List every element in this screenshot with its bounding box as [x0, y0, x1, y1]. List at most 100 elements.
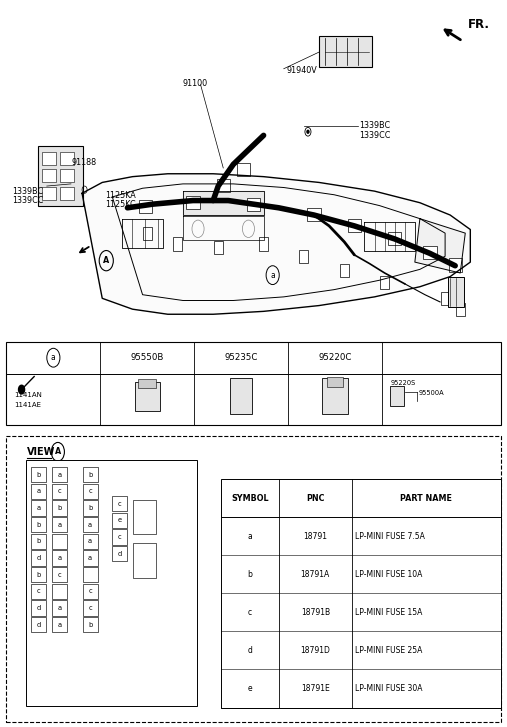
Bar: [322, 378, 348, 414]
Bar: [448, 276, 464, 307]
Text: 1339CC: 1339CC: [359, 131, 391, 140]
Bar: [52, 517, 67, 532]
Text: LP-MINI FUSE 7.5A: LP-MINI FUSE 7.5A: [355, 532, 425, 541]
Bar: [7, 342, 500, 425]
Bar: [83, 550, 98, 566]
Bar: [38, 146, 83, 206]
Text: a: a: [88, 522, 92, 528]
Text: a: a: [51, 353, 56, 362]
Text: b: b: [37, 472, 41, 478]
Bar: [300, 250, 308, 263]
Bar: [112, 529, 127, 545]
Bar: [42, 152, 56, 165]
Text: A: A: [103, 256, 110, 265]
Text: 1125KC: 1125KC: [105, 201, 135, 209]
Text: b: b: [37, 538, 41, 545]
Bar: [389, 386, 404, 406]
Text: LP-MINI FUSE 10A: LP-MINI FUSE 10A: [355, 570, 422, 579]
Text: VIEW: VIEW: [26, 447, 55, 457]
Text: b: b: [88, 505, 92, 511]
Text: c: c: [88, 605, 92, 611]
Bar: [52, 483, 67, 499]
Bar: [135, 382, 160, 411]
Bar: [52, 467, 67, 482]
Text: b: b: [37, 522, 41, 528]
Text: 91100: 91100: [183, 79, 208, 88]
Bar: [328, 377, 343, 387]
Text: LP-MINI FUSE 15A: LP-MINI FUSE 15A: [355, 608, 422, 617]
Text: c: c: [88, 588, 92, 594]
Polygon shape: [82, 174, 470, 314]
Bar: [247, 198, 260, 211]
Circle shape: [19, 385, 24, 394]
Circle shape: [307, 130, 309, 133]
Bar: [52, 567, 67, 582]
Text: A: A: [55, 447, 61, 457]
Bar: [83, 467, 98, 482]
Text: a: a: [58, 522, 62, 528]
Bar: [423, 246, 437, 260]
Text: 18791E: 18791E: [301, 684, 330, 693]
Text: b: b: [58, 505, 62, 511]
Bar: [60, 169, 74, 182]
Bar: [25, 459, 197, 706]
Bar: [52, 617, 67, 632]
Text: e: e: [247, 684, 252, 693]
Bar: [133, 499, 156, 534]
Bar: [42, 169, 56, 182]
Text: SYMBOL: SYMBOL: [231, 494, 269, 503]
Bar: [60, 152, 74, 165]
Bar: [173, 238, 183, 251]
Bar: [348, 219, 361, 232]
Bar: [7, 436, 500, 722]
Text: d: d: [117, 550, 122, 557]
Bar: [31, 584, 46, 599]
Text: PNC: PNC: [306, 494, 324, 503]
Text: c: c: [247, 608, 252, 617]
Text: LP-MINI FUSE 25A: LP-MINI FUSE 25A: [355, 646, 422, 655]
Text: 1339BC: 1339BC: [13, 187, 44, 196]
Bar: [31, 483, 46, 499]
Text: c: c: [118, 501, 121, 507]
Text: 1339BC: 1339BC: [359, 121, 390, 130]
Bar: [112, 513, 127, 528]
Bar: [83, 500, 98, 515]
Bar: [83, 483, 98, 499]
Bar: [83, 584, 98, 599]
Bar: [31, 500, 46, 515]
Text: c: c: [58, 571, 62, 578]
Bar: [237, 163, 250, 176]
Polygon shape: [183, 191, 264, 215]
Text: a: a: [58, 605, 62, 611]
Bar: [307, 208, 320, 221]
Text: a: a: [37, 489, 41, 494]
Text: c: c: [118, 534, 121, 540]
Text: a: a: [270, 270, 275, 280]
Polygon shape: [415, 219, 465, 273]
Bar: [31, 601, 46, 616]
Bar: [31, 467, 46, 482]
Bar: [83, 517, 98, 532]
Text: d: d: [37, 555, 41, 561]
Text: LP-MINI FUSE 30A: LP-MINI FUSE 30A: [355, 684, 422, 693]
Text: a: a: [58, 622, 62, 627]
Bar: [340, 265, 349, 277]
Bar: [230, 378, 252, 414]
Text: d: d: [37, 622, 41, 627]
Text: 95235C: 95235C: [225, 353, 258, 362]
Bar: [213, 241, 223, 254]
Text: c: c: [88, 489, 92, 494]
Bar: [31, 550, 46, 566]
Bar: [52, 584, 67, 599]
Text: b: b: [247, 570, 252, 579]
Text: a: a: [247, 532, 252, 541]
Bar: [319, 36, 372, 67]
Bar: [31, 567, 46, 582]
Text: d: d: [37, 605, 41, 611]
Bar: [52, 500, 67, 515]
Text: PART NAME: PART NAME: [400, 494, 452, 503]
Text: a: a: [58, 555, 62, 561]
Text: 18791A: 18791A: [301, 570, 330, 579]
Text: 1339CC: 1339CC: [13, 196, 44, 205]
Bar: [52, 601, 67, 616]
